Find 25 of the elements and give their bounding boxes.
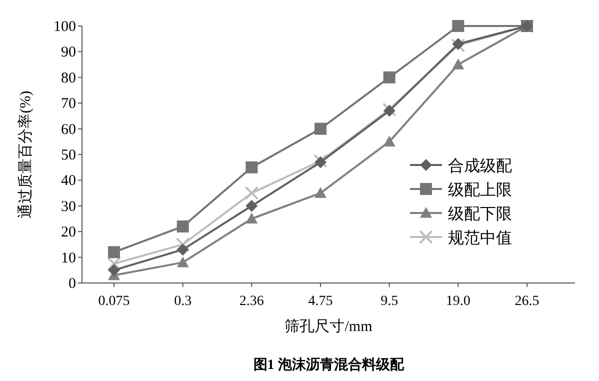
x-tick-label: 26.5 <box>514 294 540 309</box>
y-tick-label: 40 <box>61 173 76 190</box>
y-tick-label: 50 <box>61 148 76 164</box>
legend-label: 级配上限 <box>448 181 512 199</box>
legend-label: 级配下限 <box>448 206 512 223</box>
x-tick-label: 0.075 <box>98 294 130 309</box>
x-tick-label: 0.3 <box>174 294 192 309</box>
text: 图1 泡沫沥青混合料级配 <box>253 357 405 373</box>
y-tick-label: 10 <box>61 250 76 266</box>
legend-label: 规范中值 <box>448 229 512 247</box>
y-tick-label: 90 <box>61 44 76 61</box>
x-tick-label: 9.5 <box>380 294 398 309</box>
y-tick-label: 80 <box>61 70 76 86</box>
y-tick-label: 60 <box>61 122 76 138</box>
y-tick-label: 30 <box>61 198 76 215</box>
y-tick-label: 0 <box>68 276 76 292</box>
x-tick-label: 19.0 <box>446 294 470 309</box>
y-tick-label: 100 <box>54 19 76 35</box>
x-axis-title: 筛孔尺寸/mm <box>284 318 373 335</box>
y-tick-label: 70 <box>61 96 76 112</box>
x-tick-label: 4.75 <box>308 294 333 309</box>
y-tick-label: 20 <box>61 224 76 241</box>
y-axis-title: 通过质量百分率(%) <box>17 90 34 218</box>
x-tick-label: 2.36 <box>239 294 264 309</box>
legend-label: 合成级配 <box>448 157 512 175</box>
